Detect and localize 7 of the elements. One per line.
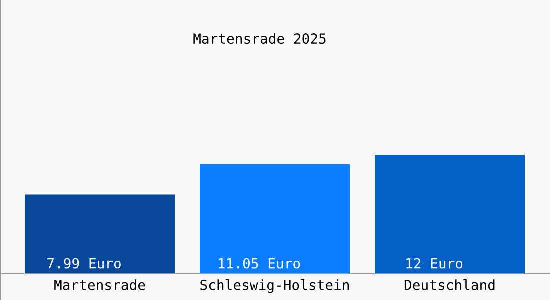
data-label: 12 Euro [406, 258, 463, 269]
data-label: 11.05 Euro [219, 258, 300, 269]
x-tick-label: Martensrade [54, 280, 146, 290]
x-tick-label: Deutschland [404, 280, 495, 290]
chart-title: Martensrade 2025 [194, 33, 326, 44]
x-tick-label: Schleswig-Holstein [200, 280, 350, 294]
data-label: 7.99 Euro [48, 258, 121, 269]
